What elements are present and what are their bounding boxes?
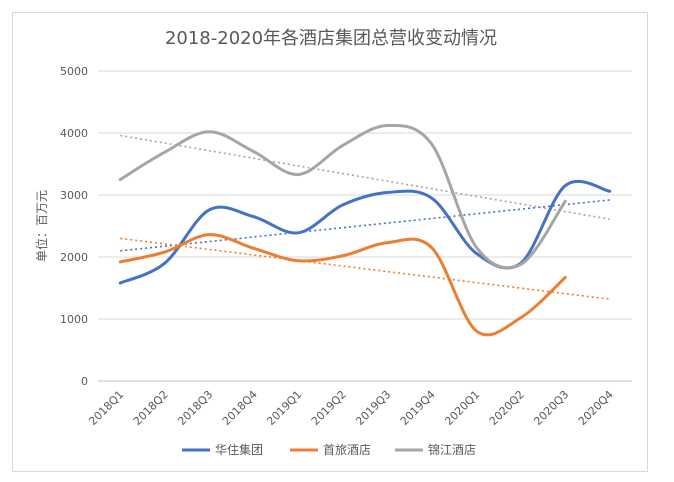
series-line	[118, 123, 567, 270]
series-line	[118, 179, 612, 285]
series-lines	[118, 123, 612, 337]
y-axis-ticks: 0 1000 2000 3000 4000 5000	[60, 65, 88, 388]
x-axis-ticks: 2018Q1 2018Q2 2018Q3 2018Q4 2019Q1 2019Q2 2019…	[86, 388, 616, 428]
y-axis-label: 单位：百万元	[34, 190, 49, 262]
x-tick-label: 2020Q3	[531, 388, 571, 428]
x-tick-label: 2019Q1	[264, 388, 304, 428]
legend-label: 锦江酒店	[428, 443, 476, 457]
y-tick-label: 0	[81, 375, 88, 388]
trendline	[120, 134, 610, 220]
x-tick-label: 2020Q4	[576, 388, 616, 428]
chart-title: 2018-2020年各酒店集团总营收变动情况	[165, 28, 497, 49]
y-tick-label: 5000	[60, 65, 88, 78]
trendlines	[120, 134, 610, 300]
series-line	[118, 233, 567, 337]
x-tick-label: 2019Q4	[398, 388, 438, 428]
x-tick-label: 2018Q2	[131, 388, 171, 428]
x-tick-label: 2020Q2	[487, 388, 527, 428]
trendline	[120, 237, 610, 300]
y-tick-label: 3000	[60, 189, 88, 202]
y-tick-label: 4000	[60, 127, 88, 140]
y-tick-label: 1000	[60, 313, 88, 326]
x-tick-label: 2018Q4	[220, 388, 260, 428]
x-tick-label: 2019Q3	[353, 388, 393, 428]
x-tick-label: 2018Q1	[86, 388, 126, 428]
x-tick-label: 2020Q1	[442, 388, 482, 428]
y-tick-label: 2000	[60, 251, 88, 264]
legend: 华住集团 首旅酒店 锦江酒店	[182, 442, 476, 457]
legend-label: 华住集团	[215, 442, 263, 457]
x-tick-label: 2019Q2	[309, 388, 349, 428]
x-tick-label: 2018Q3	[175, 388, 215, 428]
legend-label: 首旅酒店	[323, 443, 371, 457]
trendline	[120, 199, 610, 252]
